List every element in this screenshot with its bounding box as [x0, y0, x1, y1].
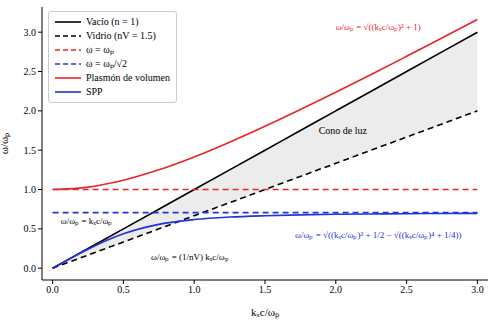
svg-text:ω/ωₚ = kₓc/ωₚ: ω/ωₚ = kₓc/ωₚ — [61, 216, 112, 227]
svg-text:1.0: 1.0 — [188, 284, 201, 295]
svg-text:1.5: 1.5 — [24, 145, 37, 156]
html-text:ω = ωₚ: ω = ωₚ — [86, 44, 114, 55]
svg-text:ω/ωₚ: ω/ωₚ — [8, 133, 11, 155]
html-text:ω = ωₚ/√2: ω = ωₚ/√2 — [86, 58, 128, 69]
svg-text:ω/ωₚ = √((kₓc/ωₚ)² + 1): ω/ωₚ = √((kₓc/ωₚ)² + 1) — [336, 22, 421, 33]
svg-text:3.0: 3.0 — [24, 27, 37, 38]
svg-text:1.0: 1.0 — [24, 184, 37, 195]
svg-text:2.5: 2.5 — [400, 284, 413, 295]
svg-text:0.0: 0.0 — [24, 263, 37, 274]
svg-text:3.0: 3.0 — [471, 284, 484, 295]
svg-text:1.5: 1.5 — [259, 284, 272, 295]
svg-text:2.0: 2.0 — [330, 284, 343, 295]
svg-text:2.0: 2.0 — [24, 105, 37, 116]
svg-text:ω/ωₚ = (1/nV) kₓc/ωₚ: ω/ωₚ = (1/nV) kₓc/ωₚ — [151, 252, 229, 263]
svg-text:2.5: 2.5 — [24, 66, 37, 77]
svg-text:Cono de luz: Cono de luz — [319, 125, 368, 136]
svg-text:0.5: 0.5 — [24, 223, 37, 234]
svg-text:kₓc/ωₚ: kₓc/ωₚ — [251, 306, 279, 319]
svg-text:0.5: 0.5 — [117, 284, 130, 295]
html-text:Vacío (n = 1): Vacío (n = 1) — [86, 16, 139, 27]
html-text:Plasmón de volumen: Plasmón de volumen — [86, 72, 170, 83]
html-text:SPP: SPP — [86, 86, 103, 97]
svg-text:0.0: 0.0 — [46, 284, 59, 295]
svg-text:ω/ωₚ = √((kₓc/ωₚ)² + 1/2 − √((: ω/ωₚ = √((kₓc/ωₚ)² + 1/2 − √((kₓc/ωₚ)⁴ +… — [295, 230, 461, 241]
html-text:Vidrio (nV = 1.5): Vidrio (nV = 1.5) — [86, 30, 156, 41]
